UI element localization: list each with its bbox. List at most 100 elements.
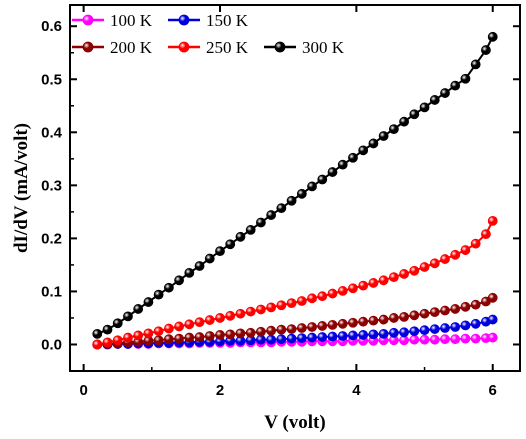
data-point [296,188,307,199]
data-point [429,258,440,269]
data-point [487,332,498,343]
data-point [123,332,133,343]
data-point [358,280,369,291]
y-tick-label: 0.4 [41,124,63,141]
data-point [368,278,379,288]
data-point [194,261,205,271]
data-point [266,210,277,220]
data-point [143,328,154,339]
data-point [102,337,113,348]
data-point [174,333,184,344]
series-line [97,318,494,346]
data-point [327,331,338,342]
x-tick-label: 4 [352,382,361,399]
legend-marker [82,41,94,53]
data-point [225,329,236,340]
data-point [184,267,195,278]
data-point [409,265,420,276]
series-line [97,220,494,346]
x-tick-label: 6 [489,382,497,399]
data-point [440,254,450,264]
data-point [112,318,123,329]
data-point [429,95,440,105]
data-point [194,317,205,328]
data-point [307,181,317,192]
data-point [337,318,348,329]
data-point [317,332,328,342]
data-point [481,229,491,240]
data-point [307,332,317,343]
data-point [481,45,491,55]
data-point [92,339,103,350]
data-point [194,332,205,342]
data-point [419,102,430,113]
data-point [450,304,461,314]
data-point [307,322,317,332]
data-point [174,275,184,286]
data-point [163,323,174,334]
data-point [245,225,256,235]
data-point [327,288,338,299]
data-point [286,333,297,344]
data-point [296,323,307,333]
legend-label: 200 K [110,38,153,57]
data-point [409,334,420,345]
data-point [470,299,481,310]
data-point [215,330,225,340]
data-point [470,318,481,329]
data-point [112,335,123,346]
data-point [153,289,164,300]
data-point [348,152,358,163]
data-point [286,324,297,334]
axis-layer: 0 2 4 6 0.0 0.1 0.2 0.3 0.4 0.5 0.6 [41,5,520,399]
data-point [388,124,399,135]
data-point [440,334,450,345]
data-point [317,174,328,185]
data-point [133,304,144,314]
data-point [256,304,266,315]
data-point [419,308,430,319]
data-point [378,328,389,339]
data-point [358,316,369,327]
data-point [399,116,409,127]
data-point [470,333,481,344]
data-point [163,334,174,345]
data-point [225,310,236,321]
data-point [487,292,498,303]
data-point [487,31,498,42]
data-point [358,330,369,340]
data-point [460,301,471,312]
data-point [409,109,420,120]
data-point [245,306,256,317]
data-point [399,269,409,279]
data-point [460,333,471,344]
data-point [409,326,420,337]
data-point [429,334,440,345]
data-point [153,326,164,337]
data-point [388,313,399,323]
data-point [388,327,399,338]
data-point [204,331,215,341]
data-point [235,328,246,339]
legend-item: 300 K [264,38,345,57]
y-tick-label: 0.1 [41,283,62,300]
y-tick-label: 0.5 [41,71,62,88]
data-point [378,314,389,325]
data-point [487,215,498,226]
data-point [235,231,246,242]
legend-label: 100 K [110,11,153,30]
data-point [378,131,389,141]
data-point [235,308,246,319]
data-point [102,324,113,335]
data-point [317,291,328,302]
data-point [399,311,409,322]
data-point [337,331,348,341]
data-point [163,282,174,293]
data-point [460,320,471,331]
data-point [296,296,307,306]
data-point [450,249,461,260]
data-point [368,138,379,149]
data-point [440,88,450,98]
